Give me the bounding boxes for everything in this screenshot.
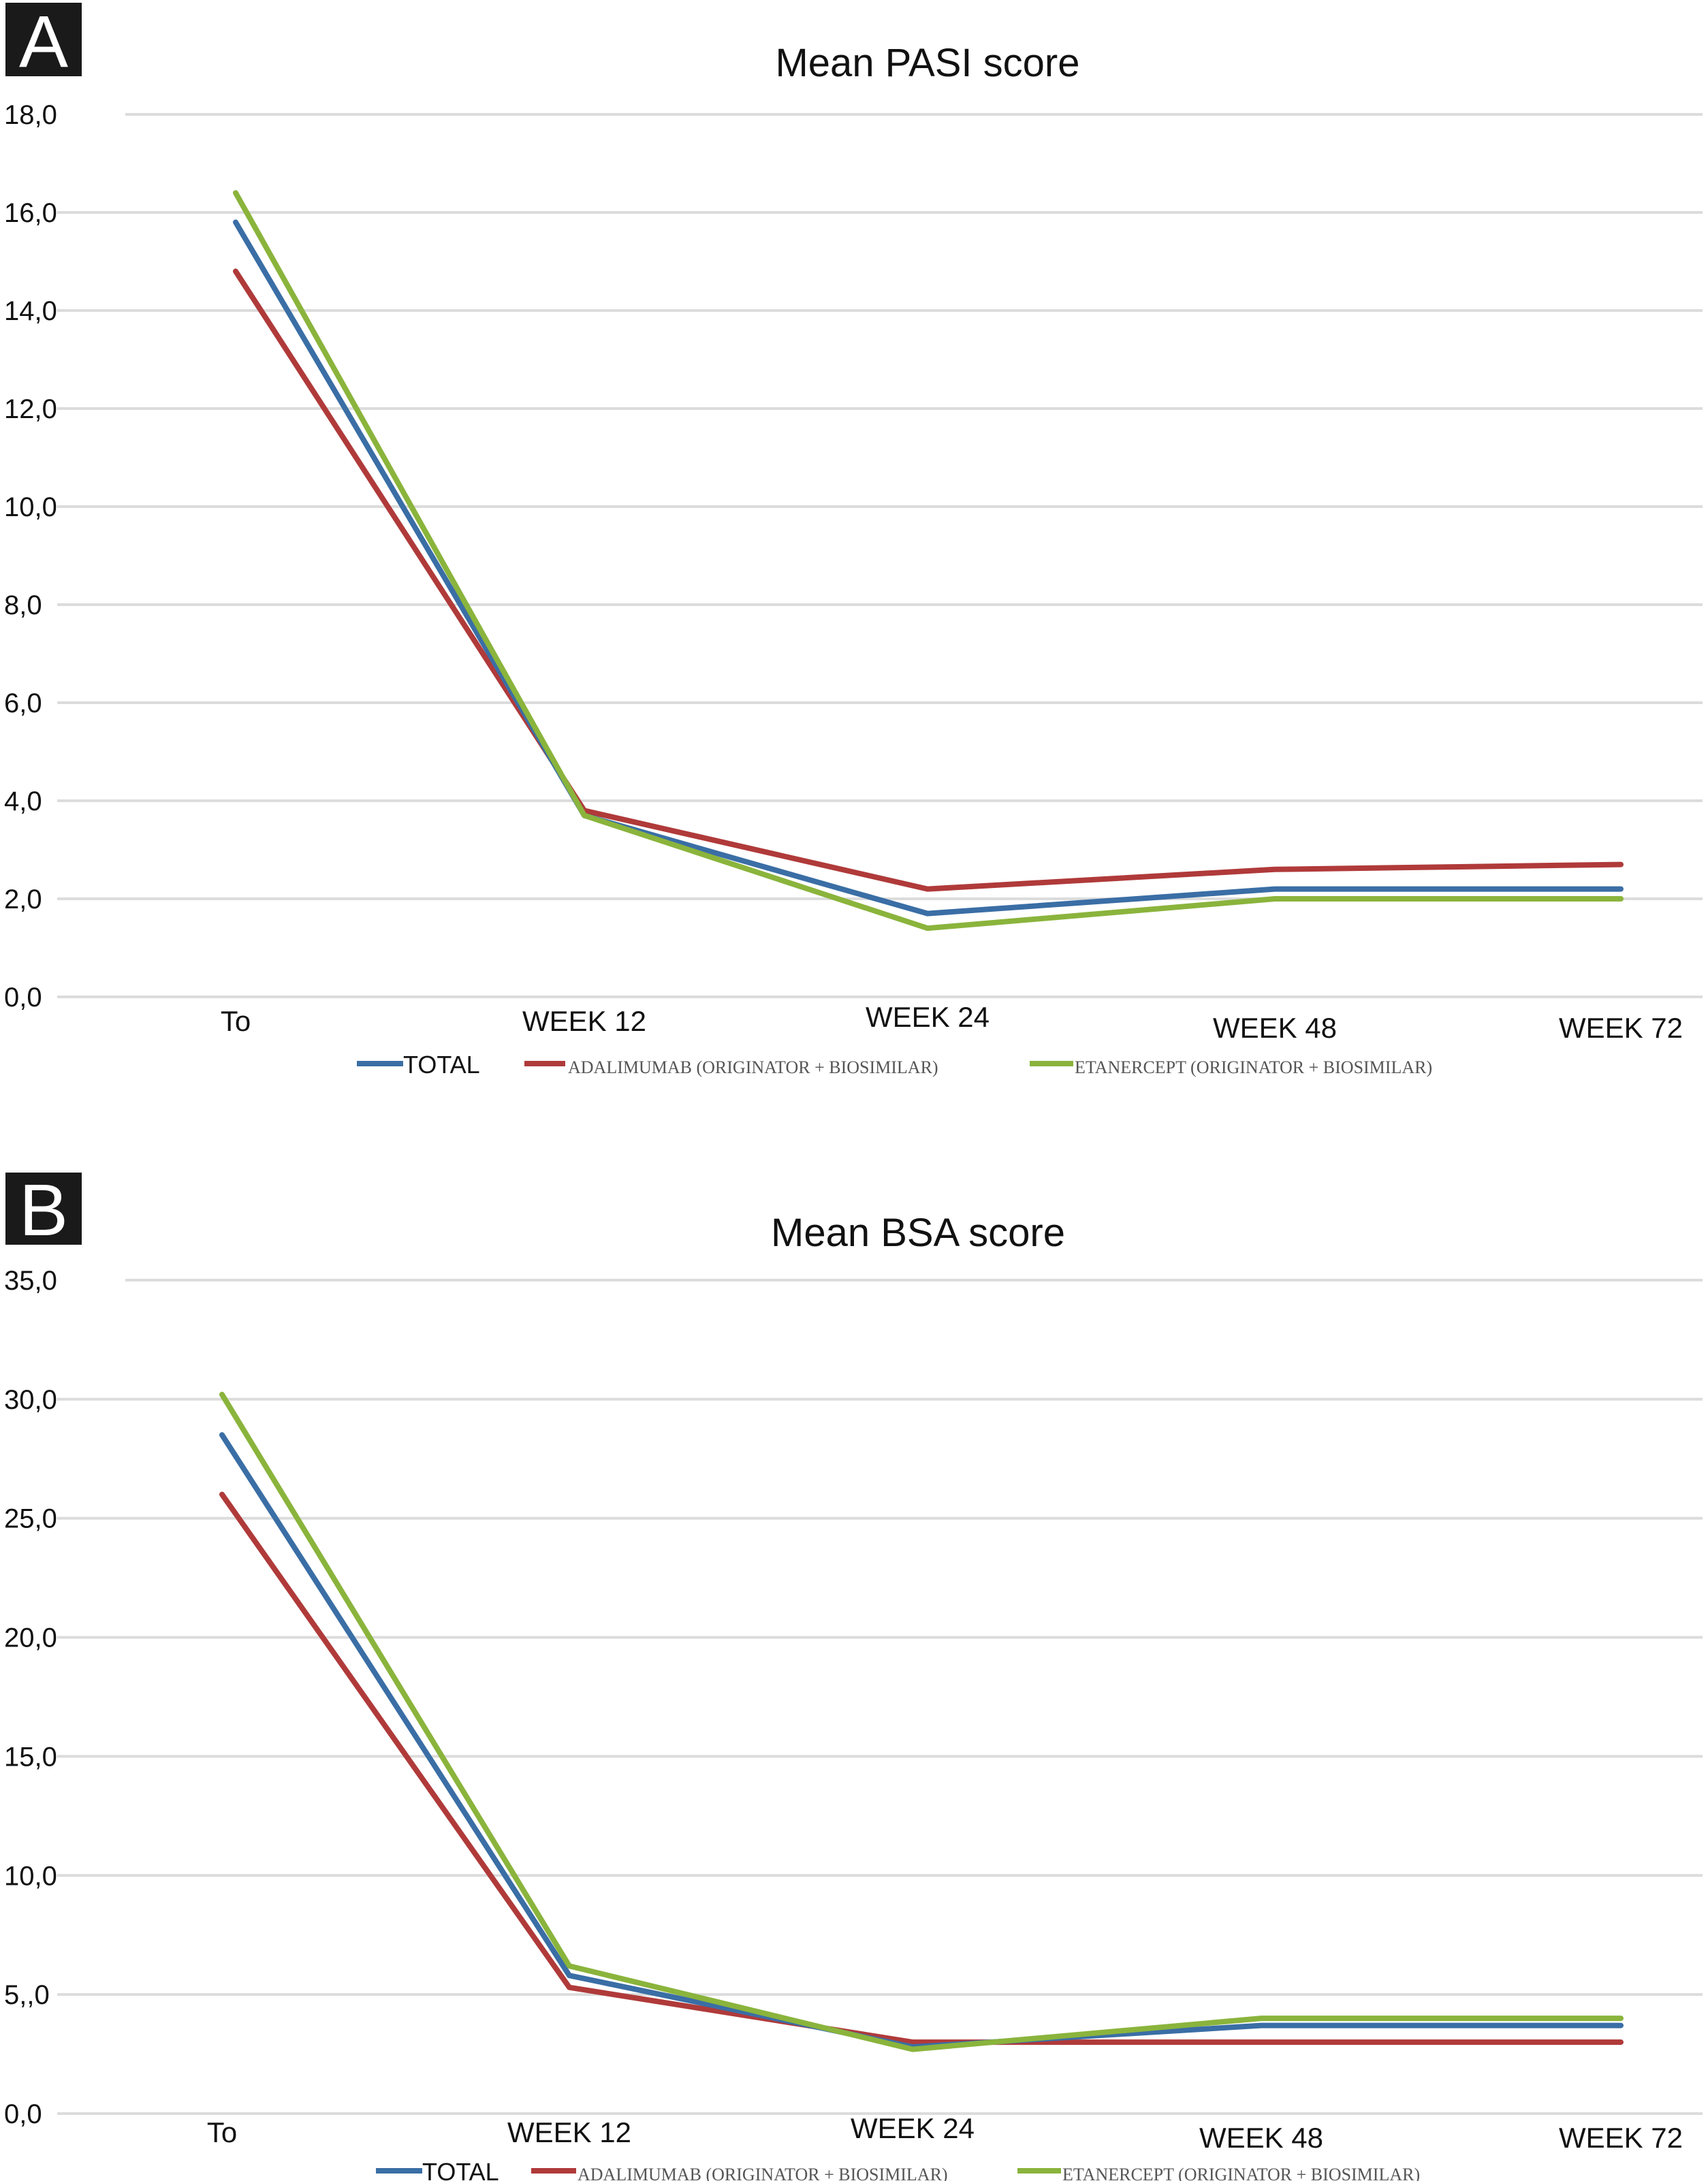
legend-label: TOTAL [403, 1051, 480, 1079]
panel-badge [5, 1173, 82, 1245]
y-tick-label: 4,0 [4, 786, 42, 816]
chart-panel-b: B Mean BSA score 0,0 5,,0 10,0 15,0 20,0 25,0 30… [4, 1168, 1703, 2181]
panel-badge [5, 3, 82, 76]
y-tick-label: 25,0 [4, 1504, 57, 1534]
legend-label: ADALIMUMAB (ORIGINATOR + BIOSIMILAR) [578, 2165, 948, 2181]
panel-label: B [19, 1168, 68, 1251]
series-line-etanercept [219, 1391, 1624, 2052]
y-tick-label: 0,0 [4, 983, 42, 1013]
y-tick-label: 10,0 [4, 1861, 57, 1891]
y-tick-label: 2,0 [4, 885, 42, 914]
legend-label: ADALIMUMAB (ORIGINATOR + BIOSIMILAR) [568, 1057, 938, 1077]
x-tick-label: To [221, 1005, 251, 1037]
x-tick-label: WEEK 12 [507, 2116, 631, 2148]
x-tick-label: WEEK 48 [1213, 1012, 1337, 1044]
y-tick-label: 15,0 [4, 1742, 57, 1772]
series-line-total [233, 219, 1624, 917]
y-tick-label: 14,0 [4, 296, 57, 326]
y-tick-label: 8,0 [4, 590, 42, 620]
y-tick-label: 6,0 [4, 688, 42, 718]
x-tick-label: WEEK 24 [851, 2112, 975, 2144]
series-line-etanercept [233, 190, 1624, 932]
x-tick-label: WEEK 72 [1559, 1012, 1683, 1044]
y-tick-label: 30,0 [4, 1385, 57, 1415]
chart-title: Mean BSA score [771, 1211, 1065, 1255]
legend-label: ETANERCEPT (ORIGINATOR + BIOSIMILAR) [1062, 2165, 1420, 2181]
x-tick-label: WEEK 24 [866, 1001, 990, 1033]
x-tick-label: WEEK 48 [1199, 2122, 1323, 2154]
legend-label: TOTAL [422, 2158, 499, 2181]
panel-label: A [19, 0, 68, 82]
y-tick-label: 35,0 [4, 1266, 57, 1296]
y-tick-label: 12,0 [4, 394, 57, 424]
y-tick-label: 18,0 [4, 100, 57, 130]
y-tick-label: 0,0 [4, 2099, 42, 2129]
chart-title: Mean PASI score [775, 41, 1079, 85]
series-line-adalimumab [219, 1491, 1624, 2045]
chart-panel-a: A Mean PASI score 0,0 2,0 4,0 6,0 8,0 10,0 12,0 1… [4, 0, 1703, 1079]
y-tick-label: 20,0 [4, 1623, 57, 1653]
x-tick-label: WEEK 72 [1559, 2122, 1683, 2154]
x-tick-label: WEEK 12 [522, 1005, 646, 1037]
y-tick-label: 10,0 [4, 492, 57, 522]
legend-label: ETANERCEPT (ORIGINATOR + BIOSIMILAR) [1075, 1057, 1432, 1077]
series-line-adalimumab [233, 268, 1624, 892]
x-tick-label: To [207, 2116, 237, 2148]
y-tick-label: 5,,0 [4, 1980, 50, 2010]
y-tick-label: 16,0 [4, 198, 57, 228]
